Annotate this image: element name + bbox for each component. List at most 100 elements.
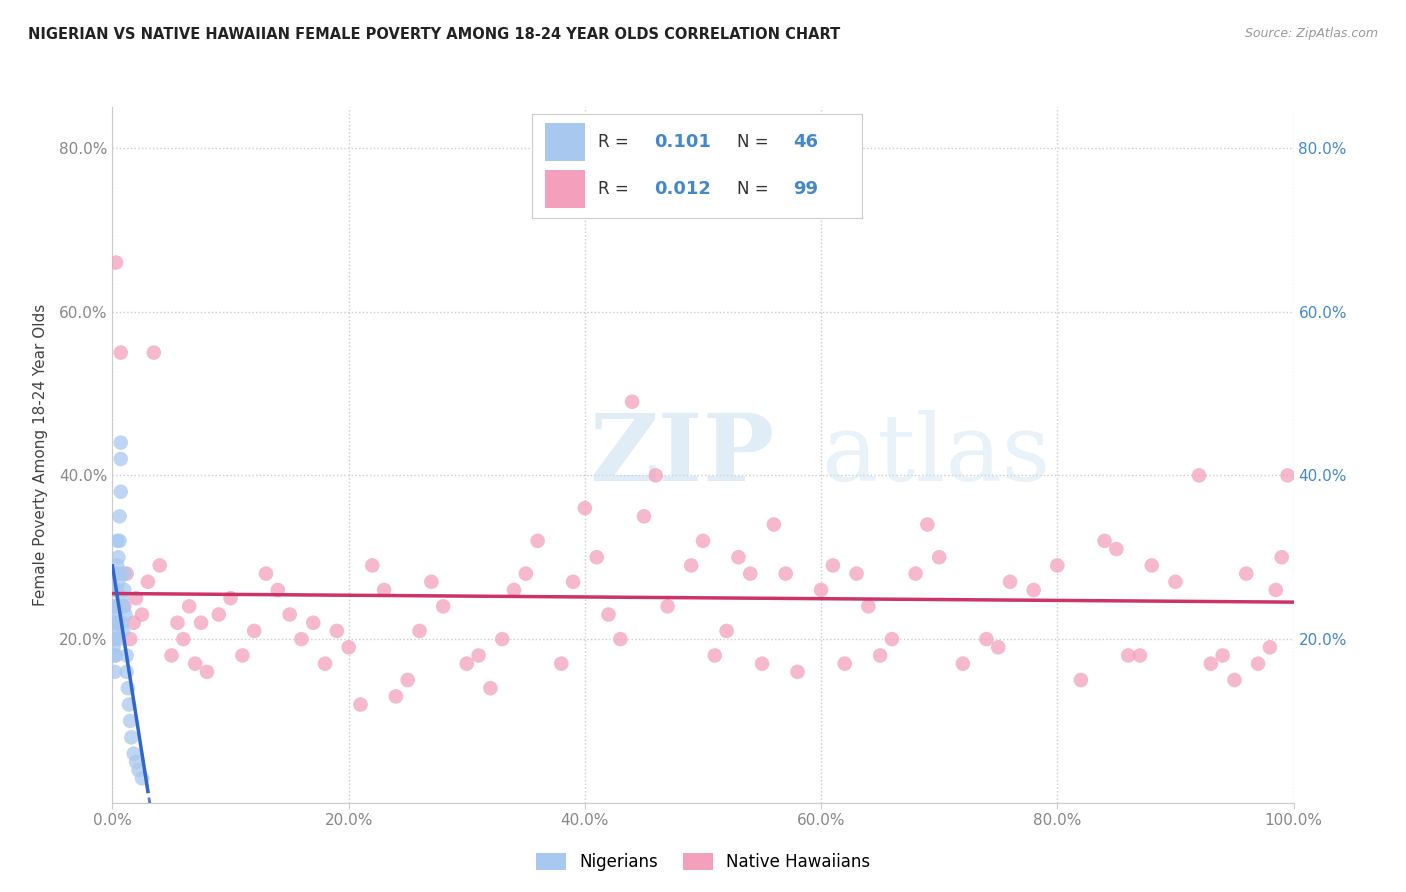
Point — [998, 574, 1021, 589]
Point — [160, 648, 183, 663]
Point — [112, 599, 135, 614]
Point — [821, 558, 844, 573]
Point — [115, 648, 138, 663]
Point — [290, 632, 312, 646]
Point — [108, 509, 131, 524]
Point — [1070, 673, 1092, 687]
Point — [120, 714, 142, 728]
Point — [115, 566, 138, 581]
Point — [869, 648, 891, 663]
Point — [574, 501, 596, 516]
Point — [657, 599, 679, 614]
Point — [845, 566, 868, 581]
Point — [104, 615, 127, 630]
Point — [314, 657, 336, 671]
Point — [716, 624, 738, 638]
Point — [1022, 582, 1045, 597]
Point — [373, 582, 395, 597]
Point — [104, 632, 127, 646]
Point — [104, 648, 127, 663]
Point — [195, 665, 218, 679]
Point — [142, 345, 165, 359]
Point — [762, 517, 785, 532]
Point — [467, 648, 489, 663]
Point — [105, 533, 128, 548]
Point — [1116, 648, 1139, 663]
Point — [1188, 468, 1211, 483]
Point — [120, 632, 142, 646]
Point — [644, 468, 666, 483]
Point — [515, 566, 537, 581]
Point — [172, 632, 194, 646]
Point — [1258, 640, 1281, 655]
Point — [120, 731, 142, 745]
Point — [110, 345, 132, 359]
Point — [598, 607, 620, 622]
Point — [108, 533, 131, 548]
Point — [105, 558, 128, 573]
Point — [396, 673, 419, 687]
Point — [105, 582, 128, 597]
Point — [952, 657, 974, 671]
Point — [136, 574, 159, 589]
Point — [105, 255, 128, 269]
Text: P: P — [703, 410, 773, 500]
Point — [456, 657, 478, 671]
Text: Source: ZipAtlas.com: Source: ZipAtlas.com — [1244, 27, 1378, 40]
Point — [104, 599, 127, 614]
Point — [219, 591, 242, 606]
Point — [609, 632, 631, 646]
Point — [149, 558, 172, 573]
Point — [105, 582, 128, 597]
Point — [104, 665, 127, 679]
Point — [114, 607, 136, 622]
Point — [110, 452, 132, 467]
Point — [267, 582, 290, 597]
Y-axis label: Female Poverty Among 18-24 Year Olds: Female Poverty Among 18-24 Year Olds — [32, 304, 48, 606]
Point — [740, 566, 762, 581]
Point — [786, 665, 808, 679]
Point — [131, 607, 153, 622]
Point — [105, 607, 128, 622]
Point — [1105, 542, 1128, 557]
Point — [834, 657, 856, 671]
Point — [1129, 648, 1152, 663]
Point — [103, 640, 125, 655]
Point — [526, 533, 548, 548]
Point — [928, 550, 950, 565]
Point — [107, 615, 129, 630]
Point — [1277, 468, 1299, 483]
Point — [190, 615, 212, 630]
Point — [208, 607, 231, 622]
Text: atlas: atlas — [821, 410, 1050, 500]
Point — [231, 648, 253, 663]
Point — [107, 574, 129, 589]
Point — [585, 550, 607, 565]
Legend: Nigerians, Native Hawaiians: Nigerians, Native Hawaiians — [527, 845, 879, 880]
Point — [810, 582, 832, 597]
Text: NIGERIAN VS NATIVE HAWAIIAN FEMALE POVERTY AMONG 18-24 YEAR OLDS CORRELATION CHA: NIGERIAN VS NATIVE HAWAIIAN FEMALE POVER… — [28, 27, 841, 42]
Point — [904, 566, 927, 581]
Point — [633, 509, 655, 524]
Point — [179, 599, 201, 614]
Point — [108, 566, 131, 581]
Point — [361, 558, 384, 573]
Point — [105, 648, 128, 663]
Point — [1140, 558, 1163, 573]
Point — [385, 690, 408, 704]
Point — [166, 615, 188, 630]
Point — [112, 599, 135, 614]
Point — [1234, 566, 1257, 581]
Point — [1223, 673, 1246, 687]
Point — [1199, 657, 1222, 671]
Point — [105, 566, 128, 581]
Point — [122, 615, 145, 630]
Point — [302, 615, 325, 630]
Point — [491, 632, 513, 646]
Point — [326, 624, 349, 638]
Point — [479, 681, 502, 696]
Point — [103, 615, 125, 630]
Point — [408, 624, 430, 638]
Point — [115, 665, 138, 679]
Point — [184, 657, 207, 671]
